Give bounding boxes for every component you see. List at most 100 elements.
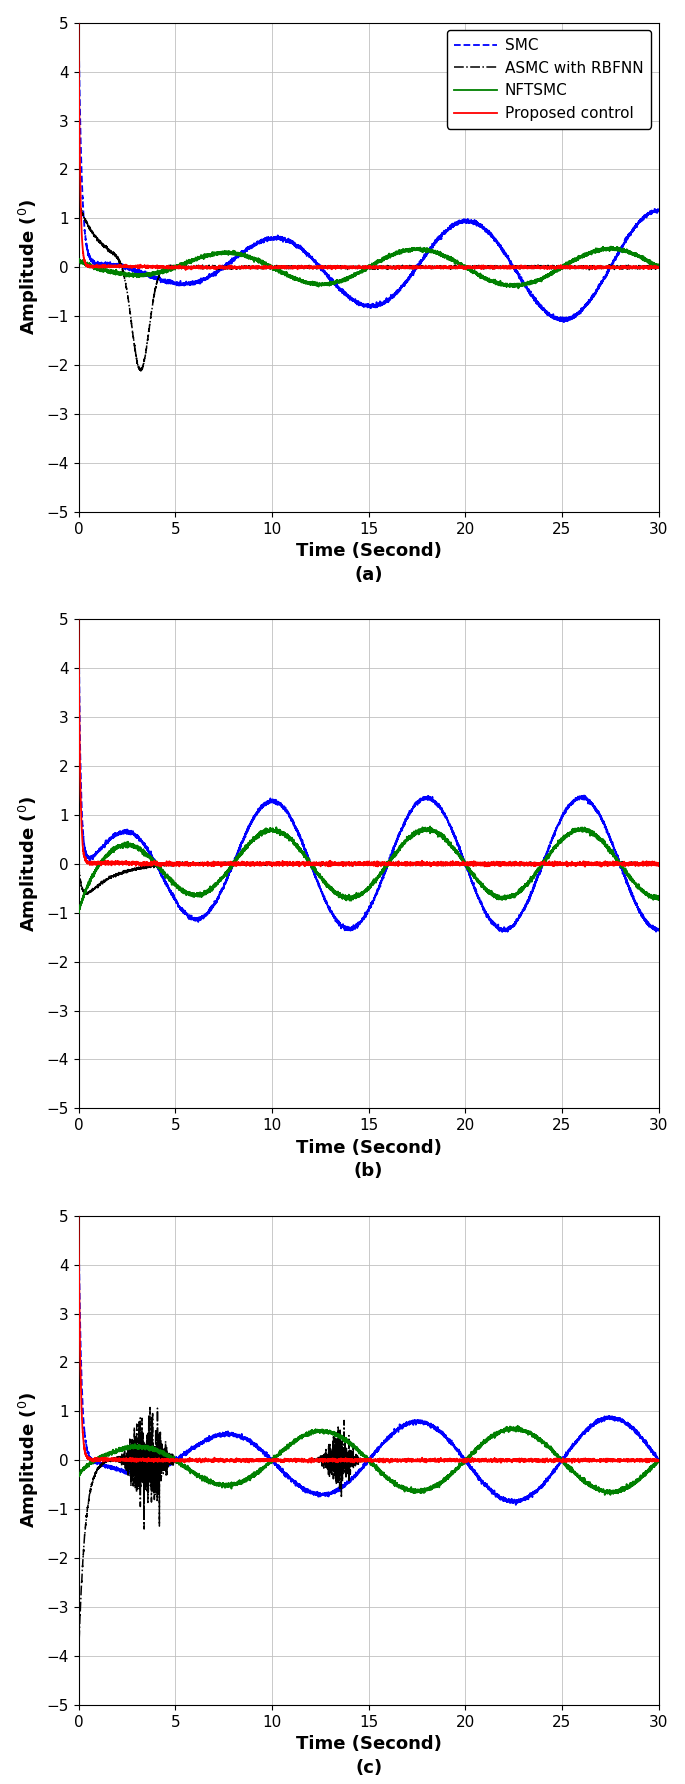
NFTSMC bbox=[650, 252, 658, 273]
Line: ASMC with RBFNN: ASMC with RBFNN bbox=[79, 1408, 659, 1656]
Proposed control bbox=[209, 1450, 217, 1472]
SMC bbox=[212, 260, 221, 282]
NFTSMC bbox=[209, 243, 217, 264]
SMC bbox=[498, 921, 506, 942]
Line: SMC: SMC bbox=[79, 23, 659, 321]
Proposed control bbox=[581, 856, 589, 878]
SMC bbox=[293, 1474, 301, 1495]
SMC bbox=[293, 235, 301, 257]
Proposed control bbox=[334, 853, 342, 874]
NFTSMC bbox=[293, 268, 301, 289]
ASMC with RBFNN bbox=[212, 853, 221, 874]
ASMC with RBFNN bbox=[334, 1449, 342, 1470]
ASMC with RBFNN bbox=[146, 1397, 154, 1418]
NFTSMC bbox=[215, 869, 223, 890]
NFTSMC bbox=[215, 1475, 223, 1497]
SMC bbox=[215, 260, 223, 282]
NFTSMC bbox=[655, 1450, 663, 1472]
NFTSMC bbox=[334, 883, 342, 904]
Line: ASMC with RBFNN: ASMC with RBFNN bbox=[79, 202, 659, 371]
Proposed control bbox=[650, 257, 658, 278]
NFTSMC bbox=[334, 1425, 342, 1447]
ASMC with RBFNN bbox=[209, 1450, 217, 1472]
Y-axis label: Amplitude ($^0$): Amplitude ($^0$) bbox=[16, 796, 41, 931]
Proposed control bbox=[655, 853, 663, 874]
Line: NFTSMC: NFTSMC bbox=[79, 246, 659, 289]
SMC bbox=[560, 310, 569, 332]
Line: NFTSMC: NFTSMC bbox=[79, 1425, 659, 1495]
Proposed control bbox=[75, 12, 83, 34]
NFTSMC bbox=[293, 835, 301, 856]
Y-axis label: Amplitude ($^0$): Amplitude ($^0$) bbox=[16, 1392, 41, 1529]
NFTSMC bbox=[212, 243, 221, 264]
Proposed control bbox=[655, 257, 663, 278]
ASMC with RBFNN bbox=[209, 853, 217, 874]
NFTSMC bbox=[334, 271, 342, 293]
NFTSMC bbox=[514, 1415, 522, 1436]
ASMC with RBFNN bbox=[575, 851, 584, 872]
Proposed control bbox=[215, 1449, 223, 1470]
NFTSMC bbox=[212, 1475, 221, 1497]
NFTSMC bbox=[607, 235, 615, 257]
NFTSMC bbox=[426, 815, 434, 837]
SMC bbox=[650, 1443, 658, 1465]
Line: Proposed control: Proposed control bbox=[79, 1215, 659, 1463]
ASMC with RBFNN bbox=[136, 360, 145, 382]
ASMC with RBFNN bbox=[293, 1449, 301, 1470]
ASMC with RBFNN bbox=[81, 883, 89, 904]
NFTSMC bbox=[655, 257, 663, 278]
Proposed control bbox=[215, 855, 223, 876]
ASMC with RBFNN bbox=[75, 191, 83, 212]
SMC bbox=[650, 919, 658, 940]
ASMC with RBFNN bbox=[215, 1450, 223, 1472]
Proposed control bbox=[293, 855, 301, 876]
SMC bbox=[334, 1477, 342, 1499]
Proposed control bbox=[293, 1450, 301, 1472]
X-axis label: Time (Second): Time (Second) bbox=[296, 542, 442, 560]
SMC bbox=[293, 821, 301, 842]
Proposed control bbox=[212, 855, 221, 876]
Proposed control bbox=[75, 1204, 83, 1226]
SMC bbox=[650, 200, 658, 221]
Proposed control bbox=[650, 855, 658, 876]
Legend: SMC, ASMC with RBFNN, NFTSMC, Proposed control: SMC, ASMC with RBFNN, NFTSMC, Proposed c… bbox=[447, 30, 651, 128]
SMC bbox=[655, 200, 663, 221]
ASMC with RBFNN bbox=[655, 1450, 663, 1472]
ASMC with RBFNN bbox=[650, 853, 658, 874]
SMC bbox=[655, 919, 663, 940]
SMC bbox=[75, 12, 83, 34]
SMC bbox=[209, 896, 217, 917]
SMC bbox=[334, 277, 342, 298]
NFTSMC bbox=[209, 1470, 217, 1491]
NFTSMC bbox=[75, 903, 83, 924]
NFTSMC bbox=[209, 876, 217, 897]
Line: ASMC with RBFNN: ASMC with RBFNN bbox=[79, 862, 659, 894]
Proposed control bbox=[215, 257, 223, 278]
Proposed control bbox=[650, 1450, 658, 1472]
NFTSMC bbox=[650, 885, 658, 906]
Line: Proposed control: Proposed control bbox=[79, 621, 659, 867]
NFTSMC bbox=[75, 248, 83, 269]
Proposed control bbox=[212, 257, 221, 278]
ASMC with RBFNN bbox=[650, 257, 658, 278]
ASMC with RBFNN bbox=[75, 853, 83, 874]
NFTSMC bbox=[293, 1431, 301, 1452]
Text: (b): (b) bbox=[354, 1161, 384, 1181]
SMC bbox=[75, 608, 83, 630]
NFTSMC bbox=[75, 1465, 83, 1486]
NFTSMC bbox=[601, 1484, 609, 1506]
Proposed control bbox=[334, 255, 342, 277]
ASMC with RBFNN bbox=[655, 257, 663, 278]
SMC bbox=[655, 1450, 663, 1472]
NFTSMC bbox=[212, 874, 221, 896]
ASMC with RBFNN bbox=[293, 257, 301, 278]
SMC bbox=[215, 885, 223, 906]
SMC bbox=[215, 1424, 223, 1445]
NFTSMC bbox=[514, 278, 523, 300]
ASMC with RBFNN bbox=[215, 257, 223, 278]
Proposed control bbox=[75, 610, 83, 632]
ASMC with RBFNN bbox=[75, 1645, 83, 1666]
ASMC with RBFNN bbox=[655, 853, 663, 874]
SMC bbox=[209, 1427, 217, 1449]
SMC bbox=[512, 1495, 520, 1516]
